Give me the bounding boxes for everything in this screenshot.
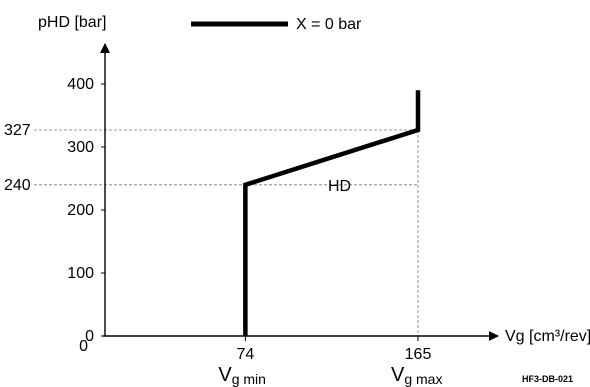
y-tick-label: 400	[67, 76, 94, 93]
y-ticks: 0 100 200 300 400	[67, 76, 105, 345]
legend: X = 0 bar	[191, 16, 362, 33]
y-tick-label: 0	[85, 328, 94, 345]
series-layer	[243, 90, 421, 336]
reference-label: 327	[4, 122, 31, 139]
x-tick-label: 74	[236, 346, 254, 363]
x-category-sub: g max	[404, 371, 442, 387]
reference-label: 240	[4, 177, 31, 194]
figure-id: HF3-DB-021	[522, 374, 573, 384]
legend-text: X = 0 bar	[296, 16, 362, 33]
y-axis-label: pHD [bar]	[38, 14, 106, 31]
x-tick-label: 165	[405, 346, 432, 363]
origin-label: 0	[79, 338, 88, 355]
x-category-sub: g min	[232, 371, 266, 387]
series-label: HD	[328, 178, 351, 195]
x-axis-label: Vg [cm³/rev]	[505, 328, 590, 345]
reference-lines: 327 240	[4, 122, 419, 336]
y-tick-label: 200	[67, 202, 94, 219]
series-line	[243, 90, 421, 336]
y-tick-label: 100	[67, 265, 94, 282]
axes	[100, 43, 499, 341]
x-category-label: Vg min	[218, 364, 266, 387]
x-category-main: V	[218, 364, 232, 386]
y-tick-label: 300	[67, 139, 94, 156]
x-category-main: V	[391, 364, 405, 386]
x-category-label: Vg max	[391, 364, 442, 387]
